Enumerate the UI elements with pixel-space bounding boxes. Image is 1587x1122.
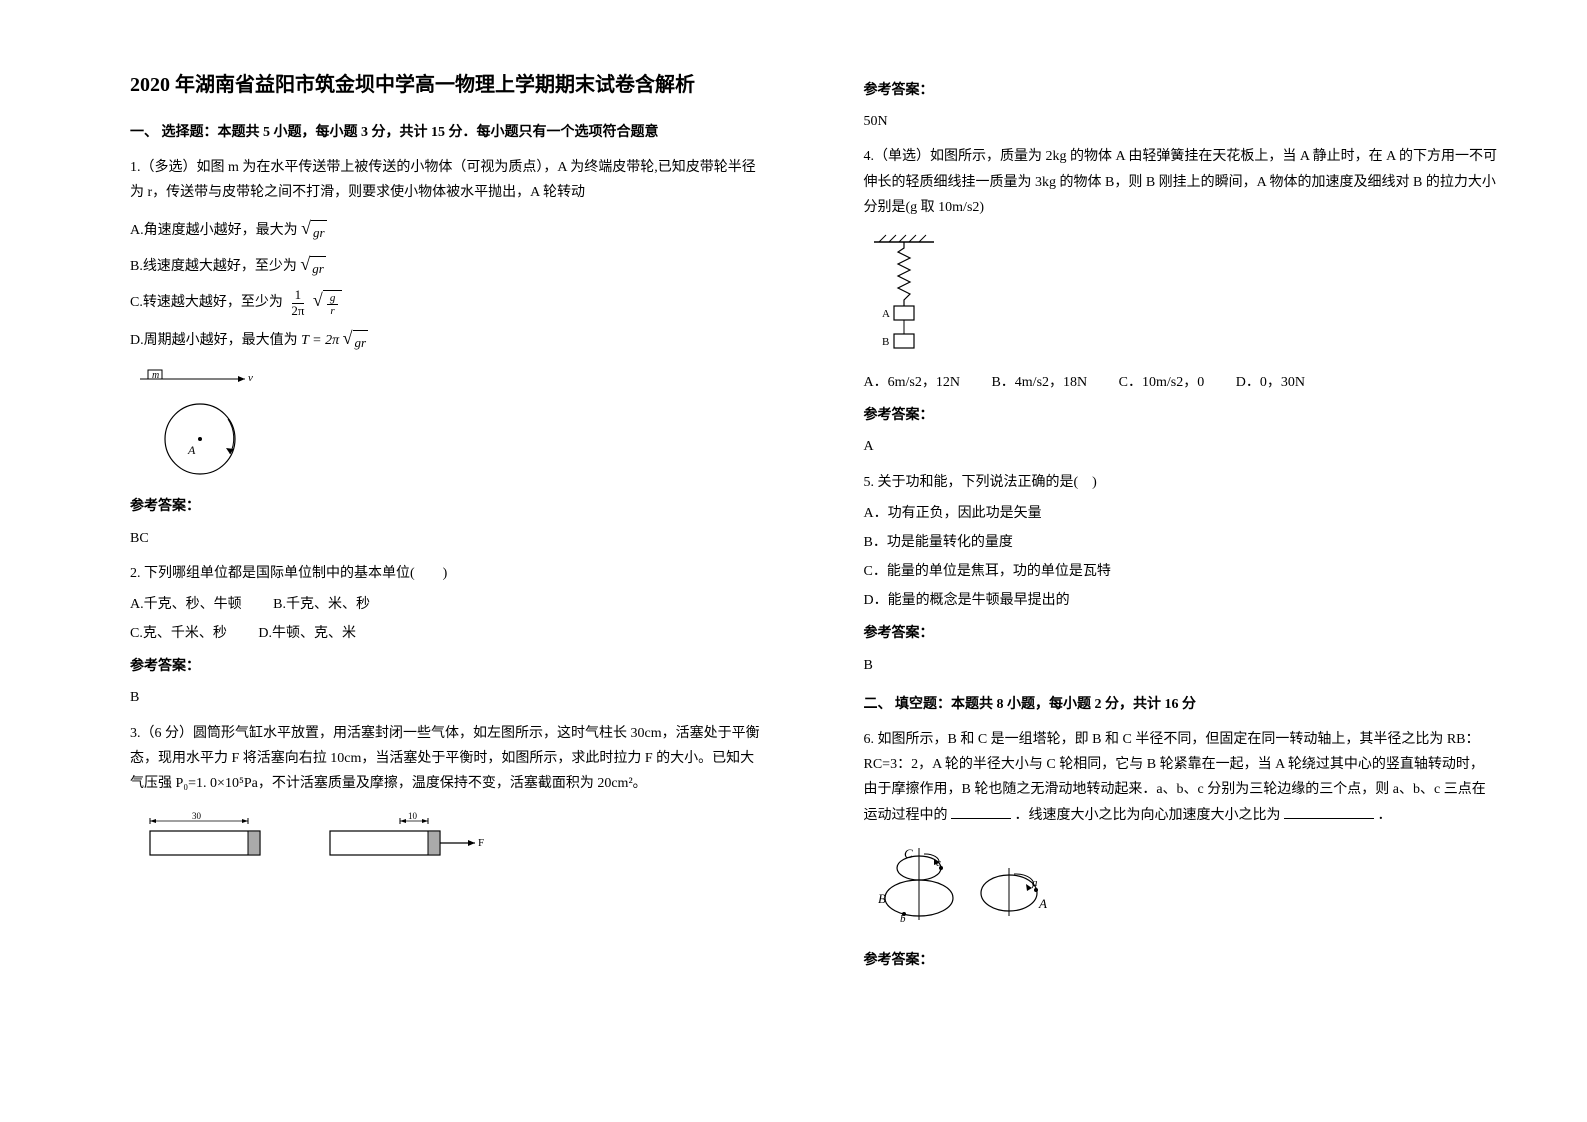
q5-optD: D．能量的概念是牛顿最早提出的 [864, 588, 1498, 613]
q2-optA: A.千克、秒、牛顿 [130, 597, 242, 612]
svg-text:v: v [248, 372, 253, 384]
q5-optA: A．功有正负，因此功是矢量 [864, 501, 1498, 526]
q4-optC: C．10m/s2，0 [1119, 375, 1205, 390]
svg-text:A: A [882, 308, 890, 320]
question-2-stem: 2. 下列哪组单位都是国际单位制中的基本单位( ) [130, 561, 764, 586]
q2-optB: B.千克、米、秒 [273, 597, 370, 612]
answer-label: 参考答案： [130, 654, 764, 679]
svg-text:A: A [1038, 896, 1047, 911]
q1-option-a: A.角速度越小越好，最大为 √gr [130, 212, 764, 244]
q3-answer: 50N [864, 109, 1498, 134]
q4-optB: B．4m/s2，18N [991, 375, 1087, 390]
exam-title: 2020 年湖南省益阳市筑金坝中学高一物理上学期期末试卷含解析 [130, 70, 764, 100]
q1-answer: BC [130, 526, 764, 551]
q4-optD: D．0，30N [1236, 375, 1305, 390]
q4-diagram: A B [864, 230, 1498, 360]
question-6: 6. 如图所示，B 和 C 是一组塔轮，即 B 和 C 半径不同，但固定在同一转… [864, 727, 1498, 828]
answer-label: 参考答案： [130, 494, 764, 519]
answer-label: 参考答案： [864, 78, 1498, 103]
svg-text:A: A [187, 443, 196, 457]
q6-diagram: C c B b a A [864, 838, 1498, 938]
q1-option-d: D.周期越小越好，最大值为 T = 2π √gr [130, 322, 764, 354]
q1-optC-text: C.转速越大越好，至少为 [130, 295, 283, 310]
q6-mid: ．线速度大小之比为向心加速度大小之比为 [1015, 808, 1281, 823]
svg-text:B: B [882, 336, 889, 348]
question-1-stem: 1.（多选）如图 m 为在水平传送带上被传送的小物体（可视为质点），A 为终端皮… [130, 155, 764, 205]
q4-answer: A [864, 434, 1498, 459]
section-1-header: 一、 选择题：本题共 5 小题，每小题 3 分，共计 15 分．每小题只有一个选… [130, 120, 764, 145]
answer-label: 参考答案： [864, 948, 1498, 973]
q5-optB: B．功是能量转化的量度 [864, 530, 1498, 555]
svg-text:10: 10 [408, 811, 418, 821]
q2-options-row1: A.千克、秒、牛顿 B.千克、米、秒 [130, 592, 764, 617]
q4-options: A．6m/s2，12N B．4m/s2，18N C．10m/s2，0 D．0，3… [864, 370, 1498, 395]
page: 2020 年湖南省益阳市筑金坝中学高一物理上学期期末试卷含解析 一、 选择题：本… [0, 0, 1587, 1122]
sqrt-g-over-r-icon: √ g r [313, 284, 342, 316]
sqrt-gr-icon: √gr [343, 322, 368, 354]
q1-optB-text: B.线速度越大越好，至少为 [130, 259, 297, 274]
question-4-stem: 4.（单选）如图所示，质量为 2kg 的物体 A 由轻弹簧挂在天花板上，当 A … [864, 144, 1498, 220]
q2-options-row2: C.克、千米、秒 D.牛顿、克、米 [130, 621, 764, 646]
blank-1 [951, 804, 1011, 819]
left-column: 2020 年湖南省益阳市筑金坝中学高一物理上学期期末试卷含解析 一、 选择题：本… [100, 70, 814, 1082]
svg-text:C: C [904, 846, 913, 861]
q3-diagram: 30 10 F [130, 806, 764, 876]
svg-text:B: B [878, 891, 886, 906]
q1-option-c: C.转速越大越好，至少为 12π √ g r [130, 284, 764, 318]
q2-optC: C.克、千米、秒 [130, 626, 227, 641]
sqrt-gr-icon: √gr [301, 212, 326, 244]
q5-optC: C．能量的单位是焦耳，功的单位是瓦特 [864, 559, 1498, 584]
q1-optA-text: A.角速度越小越好，最大为 [130, 223, 298, 238]
q1-diagram: m v A [130, 364, 764, 484]
q1-optD-T: T = 2π [301, 333, 339, 348]
answer-label: 参考答案： [864, 403, 1498, 428]
svg-text:F: F [478, 837, 484, 849]
q1-optD-text: D.周期越小越好，最大值为 [130, 333, 298, 348]
q4-optA: A．6m/s2，12N [864, 375, 960, 390]
section-2-header: 二、 填空题：本题共 8 小题，每小题 2 分，共计 16 分 [864, 692, 1498, 717]
q2-optD: D.牛顿、克、米 [258, 626, 356, 641]
fraction-icon: 12π [288, 288, 307, 318]
svg-text:30: 30 [192, 811, 202, 821]
answer-label: 参考答案： [864, 621, 1498, 646]
q2-answer: B [130, 685, 764, 710]
q1-option-b: B.线速度越大越好，至少为 √gr [130, 248, 764, 280]
question-5-stem: 5. 关于功和能，下列说法正确的是( ) [864, 470, 1498, 495]
blank-2 [1284, 804, 1374, 819]
question-3-stem: 3.（6 分）圆筒形气缸水平放置，用活塞封闭一些气体，如左图所示，这时气柱长 3… [130, 721, 764, 797]
q5-answer: B [864, 653, 1498, 678]
right-column: 参考答案： 50N 4.（单选）如图所示，质量为 2kg 的物体 A 由轻弹簧挂… [814, 70, 1528, 1082]
sqrt-gr-icon: √gr [300, 248, 325, 280]
q6-tail: ． [1378, 808, 1392, 823]
svg-text:m: m [152, 370, 159, 381]
